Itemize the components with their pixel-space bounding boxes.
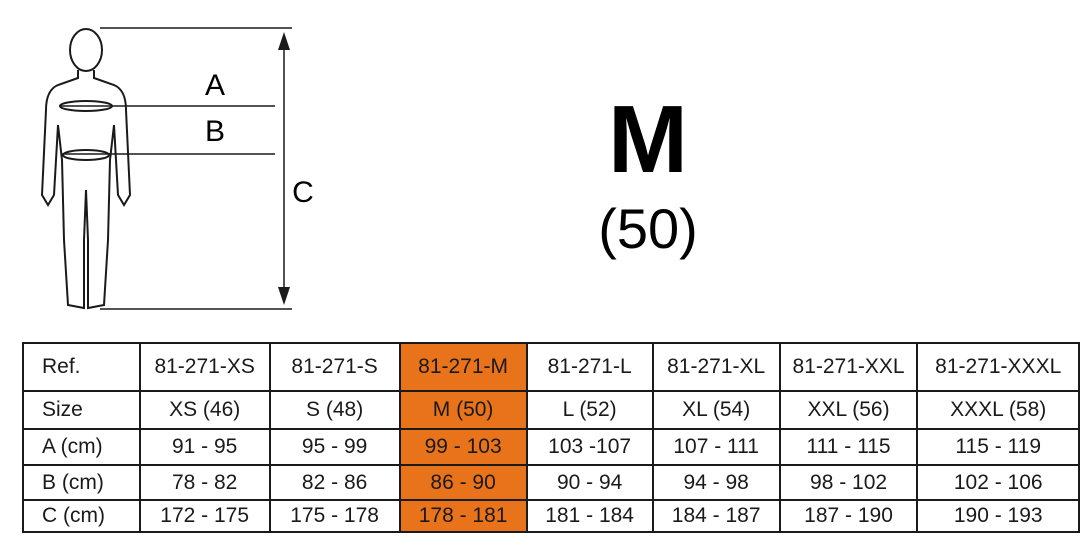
table-cell: 81-271-XL xyxy=(651,342,781,392)
table-cell: 111 - 115 xyxy=(778,428,919,466)
table-cell: A (cm) xyxy=(22,428,141,466)
table-cell: 172 - 175 xyxy=(138,499,271,533)
table-cell: 82 - 86 xyxy=(268,464,401,501)
table-cell: Size xyxy=(22,390,141,430)
table-cell: 90 - 94 xyxy=(525,464,654,501)
table-row: Ref. 81-271-XS 81-271-S 81-271-M 81-271-L 81-… xyxy=(22,342,1080,392)
table-cell: B (cm) xyxy=(22,464,141,501)
body-outline xyxy=(40,28,132,310)
table-row: B (cm) 78 - 82 82 - 86 86 - 90 90 - 94 94 - 9… xyxy=(22,464,1080,501)
table-cell: M (50) xyxy=(398,390,528,430)
table-cell: 81-271-XXXL xyxy=(916,342,1080,392)
table-cell: XS (46) xyxy=(138,390,271,430)
table-cell: 81-271-XXL xyxy=(778,342,919,392)
table-cell: 94 - 98 xyxy=(651,464,781,501)
table-cell: 102 - 106 xyxy=(916,464,1080,501)
table-cell: XXXL (58) xyxy=(916,390,1080,430)
figure: A B C M (50) xyxy=(40,27,698,310)
table-cell: 95 - 99 xyxy=(268,428,401,466)
table-cell: 190 - 193 xyxy=(916,499,1080,533)
table-cell: L (52) xyxy=(525,390,654,430)
table-cell: 78 - 82 xyxy=(138,464,271,501)
table-cell: XL (54) xyxy=(651,390,781,430)
table-cell: 86 - 90 xyxy=(398,464,528,501)
table-cell: 98 - 102 xyxy=(778,464,919,501)
table-cell: 178 - 181 xyxy=(398,499,528,533)
table-row: Size XS (46) S (48) M (50) L (52) XL (54) XXL … xyxy=(22,390,1080,430)
table-cell: 103 -107 xyxy=(525,428,654,466)
table-cell: 184 - 187 xyxy=(651,499,781,533)
label-a: A xyxy=(205,69,225,102)
table-cell: C (cm) xyxy=(22,499,141,533)
table-cell: 181 - 184 xyxy=(525,499,654,533)
size-number: (50) xyxy=(598,197,698,260)
table-cell: 175 - 178 xyxy=(268,499,401,533)
table-cell: Ref. xyxy=(22,342,141,392)
table-cell: XXL (56) xyxy=(778,390,919,430)
table-cell: 115 - 119 xyxy=(916,428,1080,466)
table-cell: 81-271-L xyxy=(525,342,654,392)
measure-lines xyxy=(60,27,292,310)
label-c: C xyxy=(292,176,314,209)
size-label: M xyxy=(608,86,688,193)
table-cell: 107 - 111 xyxy=(651,428,781,466)
table-row: C (cm) 172 - 175 175 - 178 178 - 181 181 - 1… xyxy=(22,499,1080,533)
table-row: A (cm) 91 - 95 95 - 99 99 - 103 103 -107 107 … xyxy=(22,428,1080,466)
table-cell: 91 - 95 xyxy=(138,428,271,466)
table-cell: 187 - 190 xyxy=(778,499,919,533)
table-cell: 81-271-M xyxy=(398,342,528,392)
size-table: Ref. 81-271-XS 81-271-S 81-271-M 81-271-L 81-… xyxy=(22,342,1080,533)
table-cell: 81-271-XS xyxy=(138,342,271,392)
label-b: B xyxy=(205,115,225,148)
table-cell: 81-271-S xyxy=(268,342,401,392)
table-cell: S (48) xyxy=(268,390,401,430)
table-cell: 99 - 103 xyxy=(398,428,528,466)
